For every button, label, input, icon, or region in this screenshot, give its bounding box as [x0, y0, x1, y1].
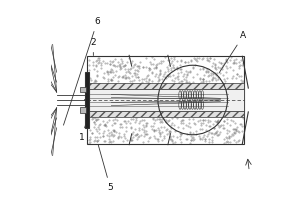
Bar: [87, 89, 244, 111]
Bar: [80, 87, 86, 92]
Bar: [80, 107, 86, 113]
Bar: [87, 83, 244, 89]
Text: 6: 6: [64, 17, 100, 125]
Text: 5: 5: [98, 144, 113, 192]
Bar: [87, 111, 244, 117]
Text: A: A: [219, 31, 247, 73]
Bar: [85, 72, 89, 128]
Text: 1: 1: [79, 111, 90, 142]
Bar: [87, 56, 244, 144]
Bar: [87, 111, 244, 117]
Text: 2: 2: [90, 38, 96, 56]
Bar: [87, 83, 244, 89]
